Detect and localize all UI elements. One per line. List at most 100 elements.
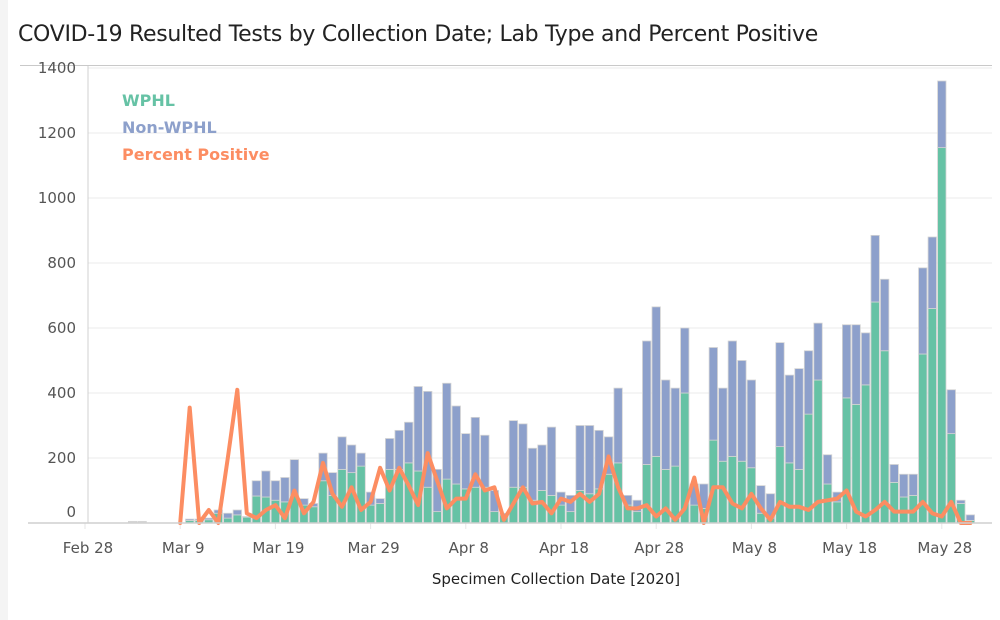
percent-positive-polyline [178, 387, 973, 525]
legend-item-non-wphl: Non-WPHL [122, 118, 217, 137]
bar-non-wphl [651, 306, 661, 457]
bar-wphl [927, 308, 937, 524]
bar-wphl [432, 511, 442, 524]
bar-wphl [784, 462, 795, 524]
bar-wphl [822, 483, 833, 524]
bar-non-wphl [737, 360, 747, 462]
bar-non-wphl [870, 234, 880, 303]
bar-non-wphl [508, 420, 519, 488]
bar-wphl [337, 468, 347, 524]
bar-non-wphl [394, 429, 404, 470]
x-axis-ticks: Feb 28 Mar 9 Mar 19 Mar 29 Apr 8 Apr 18 Apr 28… [63, 523, 972, 557]
bar-non-wphl [965, 514, 975, 521]
bar-wphl [737, 460, 747, 524]
bar-non-wphl [204, 517, 214, 521]
bar-non-wphl [642, 340, 652, 465]
x-tick-label: Apr 8 [449, 539, 489, 557]
bar-non-wphl [223, 512, 233, 519]
bar-non-wphl [346, 444, 357, 474]
bar-non-wphl [813, 322, 823, 381]
y-tick-label: 1400 [38, 59, 76, 77]
x-tick-label: May 28 [917, 539, 972, 557]
legend-item-percent-positive: Percent Positive [122, 145, 270, 164]
y-tick-label: 600 [47, 319, 76, 337]
bar-non-wphl [746, 379, 757, 469]
bar-wphl [727, 455, 737, 524]
percent-positive-line [178, 387, 973, 525]
x-axis-title-wrap: Specimen Collection Date [2020] [0, 570, 1000, 588]
bar-non-wphl [423, 390, 433, 488]
bar-non-wphl [527, 447, 538, 501]
bar-wphl [232, 514, 242, 524]
bar-non-wphl [413, 386, 423, 472]
bar-non-wphl [451, 405, 461, 485]
y-tick-label: 400 [47, 384, 76, 402]
bar-non-wphl [546, 426, 557, 496]
bar-non-wphl [404, 421, 414, 464]
bar-wphl [861, 384, 871, 524]
bar-non-wphl [880, 278, 890, 352]
bar-non-wphl [232, 509, 242, 516]
x-tick-label: Apr 28 [634, 539, 684, 557]
y-tick-label: 0 [66, 503, 76, 521]
bar-non-wphl [908, 473, 918, 496]
bar-wphl [937, 147, 947, 524]
bar-wphl [242, 516, 252, 524]
x-tick-label: Apr 18 [539, 539, 589, 557]
y-tick-label: 200 [47, 449, 76, 467]
bar-non-wphl [251, 480, 261, 497]
y-axis-ticks: 0 200 400 600 800 1000 1200 1400 [38, 59, 76, 521]
bar-non-wphl [899, 473, 909, 498]
bar-wphl [385, 468, 395, 524]
bar-wphl [318, 480, 328, 524]
bar-non-wphl [575, 425, 585, 491]
bar-non-wphl [861, 332, 871, 386]
bar-wphl [375, 503, 385, 524]
x-tick-label: Mar 9 [162, 539, 205, 557]
y-tick-label: 1200 [38, 124, 76, 142]
bar-non-wphl [261, 470, 271, 498]
bar-non-wphl [670, 387, 680, 467]
bar-non-wphl [794, 368, 804, 470]
chart-title: COVID-19 Resulted Tests by Collection Da… [18, 22, 819, 47]
bar-non-wphl [946, 389, 956, 435]
bar-non-wphl [280, 477, 290, 503]
bar-wphl [842, 397, 852, 524]
bar-wphl [708, 439, 718, 524]
bar-non-wphl [185, 518, 195, 521]
bar-non-wphl [356, 452, 366, 467]
bar-non-wphl [680, 327, 690, 394]
bars [127, 80, 975, 524]
x-tick-label: Feb 28 [63, 539, 113, 557]
bar-wphl [689, 504, 699, 524]
bar-non-wphl [480, 434, 490, 488]
bar-wphl [480, 486, 490, 524]
bar-non-wphl [375, 498, 385, 504]
bar-wphl [794, 468, 804, 524]
bar-non-wphl [918, 267, 928, 355]
bar-non-wphl [385, 438, 395, 470]
bar-non-wphl [584, 425, 595, 495]
bar-non-wphl [956, 499, 966, 504]
bar-wphl [423, 486, 433, 524]
bar-wphl [356, 465, 366, 524]
bar-wphl [870, 301, 880, 524]
bar-non-wphl [442, 382, 452, 480]
bar-non-wphl [842, 324, 852, 399]
bar-non-wphl [470, 416, 480, 488]
bar-non-wphl [937, 80, 947, 149]
bar-wphl [918, 353, 928, 524]
bar-wphl [832, 501, 842, 524]
bar-wphl [308, 506, 319, 524]
legend: WPHL Non-WPHL Percent Positive [122, 87, 270, 168]
bar-non-wphl [337, 436, 347, 470]
bar-non-wphl [775, 342, 785, 448]
bar-wphl [556, 504, 566, 524]
bar-wphl [489, 511, 499, 524]
x-tick-label: Mar 29 [348, 539, 400, 557]
title-divider [20, 65, 992, 66]
bar-non-wphl [784, 374, 795, 464]
bar-non-wphl [708, 347, 718, 441]
bar-non-wphl [718, 387, 728, 462]
